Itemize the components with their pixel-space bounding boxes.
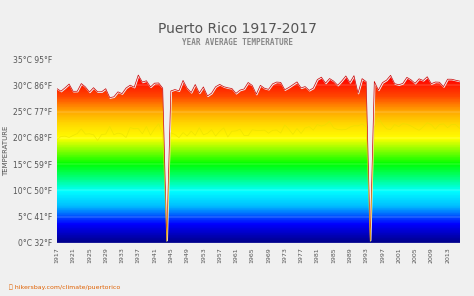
Text: 🔴 hikersbay.com/climate/puertorico: 🔴 hikersbay.com/climate/puertorico: [9, 284, 121, 290]
Text: YEAR AVERAGE TEMPERATURE: YEAR AVERAGE TEMPERATURE: [182, 38, 292, 47]
Y-axis label: TEMPERATURE: TEMPERATURE: [2, 126, 9, 176]
Text: Puerto Rico 1917-2017: Puerto Rico 1917-2017: [157, 22, 317, 36]
